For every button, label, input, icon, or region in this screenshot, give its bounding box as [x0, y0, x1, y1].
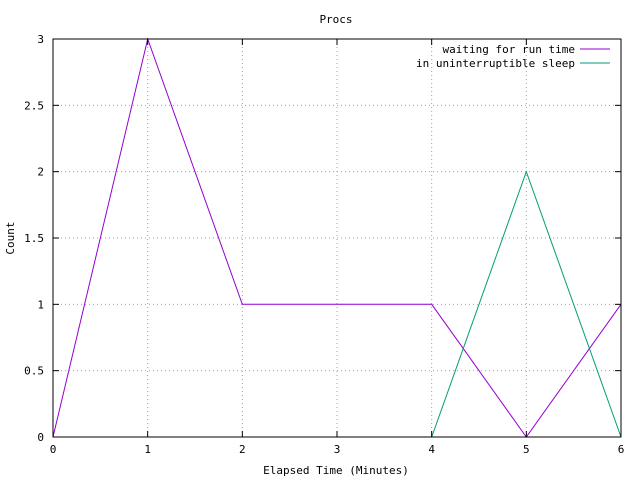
y-tick-label: 3 — [37, 33, 44, 46]
x-tick-label: 0 — [50, 443, 57, 456]
y-tick-label: 0 — [37, 431, 44, 444]
y-axis-label: Count — [4, 221, 17, 254]
x-tick-label: 2 — [239, 443, 246, 456]
y-tick-label: 1 — [37, 298, 44, 311]
tick-labels: 0 1 2 3 4 5 6 0 0.5 1 1.5 2 2.5 3 — [24, 33, 624, 456]
x-axis-label: Elapsed Time (Minutes) — [263, 464, 409, 477]
y-tick-label: 0.5 — [24, 365, 44, 378]
x-tick-label: 6 — [618, 443, 625, 456]
y-tick-label: 1.5 — [24, 232, 44, 245]
legend-label-in-uninterruptible-sleep: in uninterruptible sleep — [416, 57, 575, 70]
x-tick-label: 1 — [144, 443, 151, 456]
axis-ticks — [52, 38, 622, 438]
series-line-in-uninterruptible-sleep — [431, 170, 622, 438]
legend: waiting for run time in uninterruptible … — [416, 43, 610, 70]
legend-label-waiting-for-run-time: waiting for run time — [443, 43, 575, 56]
y-tick-label: 2.5 — [24, 99, 44, 112]
y-tick-label: 2 — [37, 166, 44, 179]
x-tick-label: 5 — [523, 443, 530, 456]
grid — [53, 39, 621, 437]
x-tick-label: 3 — [334, 443, 341, 456]
chart-title: Procs — [319, 13, 352, 26]
x-tick-label: 4 — [428, 443, 435, 456]
